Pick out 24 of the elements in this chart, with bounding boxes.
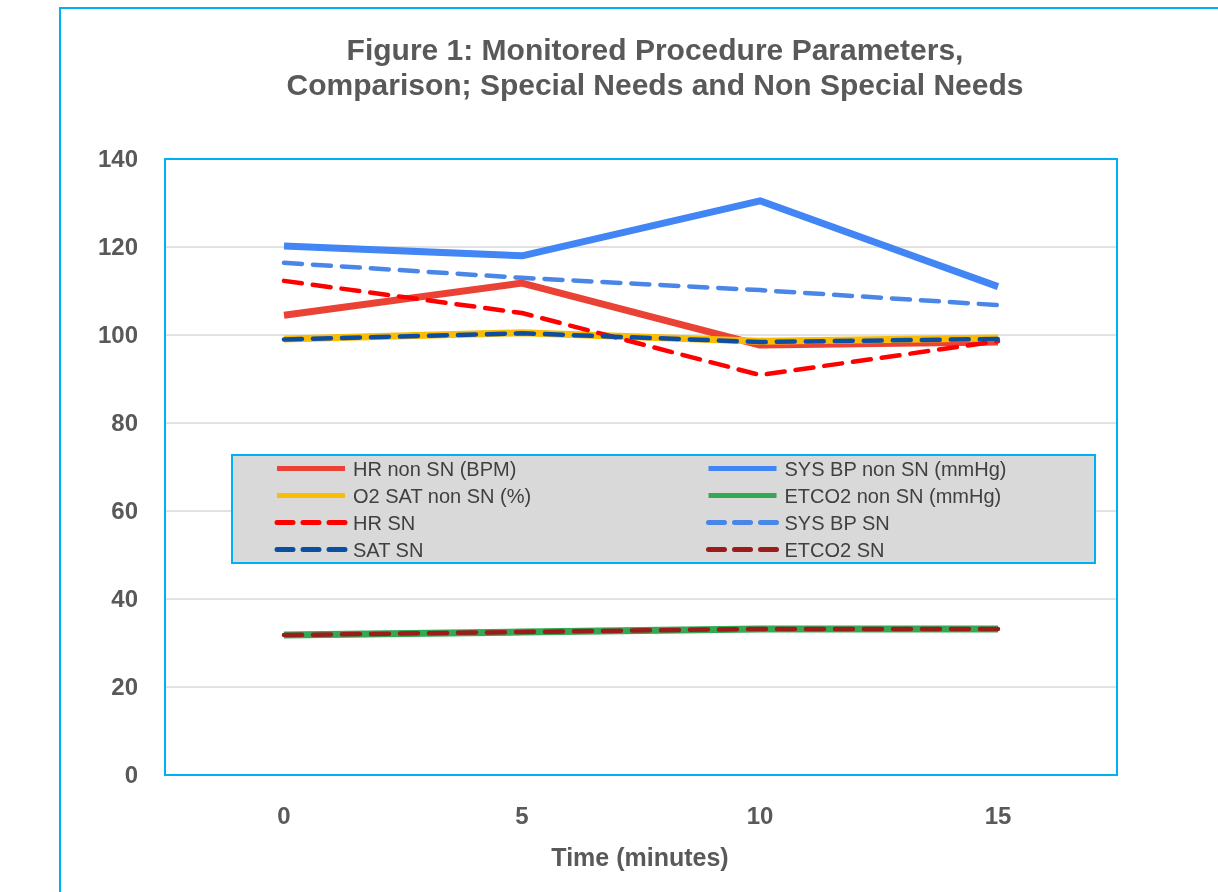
legend-label: O2 SAT non SN (%) xyxy=(353,484,532,507)
x-tick-label: 0 xyxy=(277,802,291,829)
legend-label: SYS BP non SN (mmHg) xyxy=(784,457,1007,480)
line-series xyxy=(281,260,1001,308)
y-tick-label: 80 xyxy=(111,409,138,437)
y-tick-label: 100 xyxy=(97,321,138,349)
legend-label: ETCO2 non SN (mmHg) xyxy=(784,484,1002,507)
legend-label: SAT SN xyxy=(353,538,424,561)
y-tick-label: 0 xyxy=(124,761,138,789)
y-tick-label: 40 xyxy=(111,585,138,613)
y-tick-label: 60 xyxy=(111,497,138,525)
line-series xyxy=(281,278,1001,378)
x-axis-title: Time (minutes) xyxy=(551,843,729,871)
legend-label: HR non SN (BPM) xyxy=(353,457,517,480)
chart-title: Figure 1: Monitored Procedure Parameters, Comparison; Special Needs and Non Special Needs xyxy=(286,33,1024,101)
x-tick-label: 5 xyxy=(515,802,529,829)
x-tick-label: 15 xyxy=(984,802,1012,829)
x-tick-label: 10 xyxy=(746,802,774,829)
y-tick-label: 140 xyxy=(97,145,138,173)
y-tick-label: 120 xyxy=(97,233,138,261)
legend-label: HR SN xyxy=(353,511,416,534)
legend-label: ETCO2 SN xyxy=(784,538,885,561)
y-tick-label: 20 xyxy=(111,673,138,701)
legend-label: SYS BP SN xyxy=(784,511,890,534)
